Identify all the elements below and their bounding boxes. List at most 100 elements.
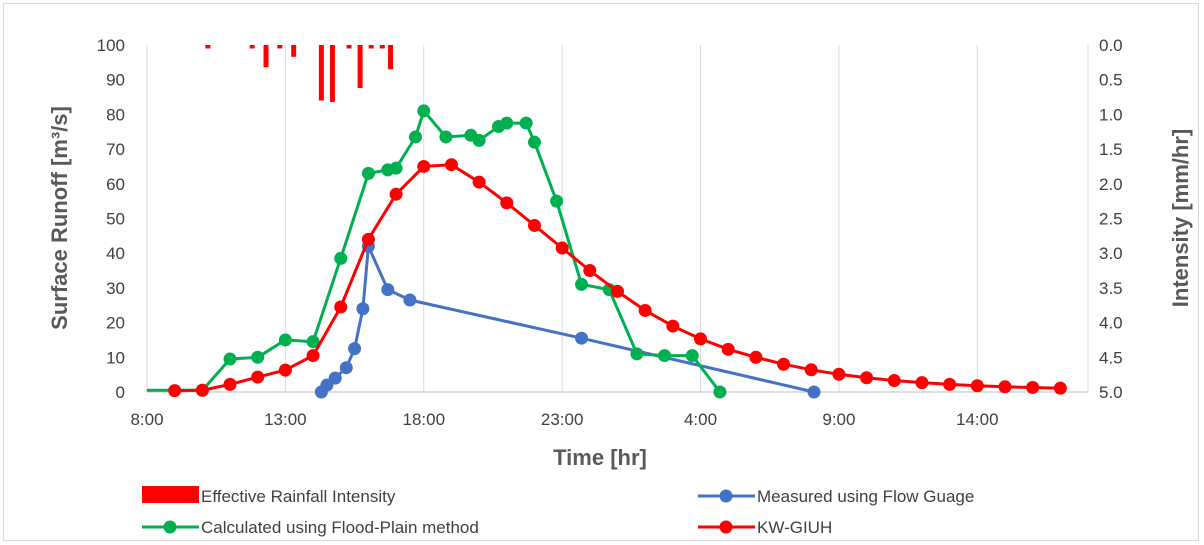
- rainfall-bar: [205, 45, 211, 49]
- data-point-kw: [278, 363, 292, 377]
- chart-frame: [3, 3, 1199, 541]
- data-point-flood: [306, 335, 320, 349]
- data-point-kw: [251, 370, 265, 384]
- y2-tick-label: 0.0: [1099, 36, 1123, 55]
- data-point-kw: [500, 196, 514, 210]
- y-tick-label: 0: [116, 383, 125, 402]
- y2-tick-label: 4.5: [1099, 348, 1123, 367]
- data-point-flood: [417, 104, 431, 118]
- y-tick-label: 60: [106, 175, 125, 194]
- data-point-flood: [550, 194, 564, 208]
- rainfall-bar: [277, 45, 283, 49]
- data-point-kw: [472, 175, 486, 189]
- x-tick-label: 4:00: [684, 410, 717, 429]
- x-tick-label: 8:00: [130, 410, 163, 429]
- y2-tick-label: 4.0: [1099, 314, 1123, 333]
- rainfall-bar: [388, 45, 394, 70]
- data-point-kw: [998, 380, 1012, 394]
- data-point-flood: [472, 133, 486, 147]
- y2-tick-label: 2.0: [1099, 175, 1123, 194]
- data-point-flood: [223, 352, 237, 366]
- y2-tick-label: 1.0: [1099, 105, 1123, 124]
- y2-tick-label: 1.5: [1099, 140, 1123, 159]
- legend-marker-kw: [719, 520, 733, 534]
- data-point-kw: [1026, 380, 1040, 394]
- data-point-flood: [658, 349, 672, 363]
- y-tick-label: 70: [106, 140, 125, 159]
- x-tick-label: 14:00: [956, 410, 999, 429]
- y2-tick-label: 5.0: [1099, 383, 1123, 402]
- rainfall-bar: [346, 45, 352, 49]
- data-point-flood: [408, 130, 422, 144]
- y-tick-label: 100: [97, 36, 125, 55]
- y-axis-label: Surface Runoff [m³/s]: [47, 106, 72, 330]
- data-point-kw: [721, 342, 735, 356]
- data-point-flood: [685, 349, 699, 363]
- data-point-kw: [444, 158, 458, 172]
- x-tick-label: 9:00: [822, 410, 855, 429]
- x-tick-label: 13:00: [264, 410, 307, 429]
- rainfall-bar: [318, 45, 324, 101]
- data-point-measured: [356, 302, 370, 316]
- data-point-kw: [361, 232, 375, 246]
- legend: Effective Rainfall Intensity Measured usi…: [142, 486, 974, 537]
- data-point-kw: [389, 187, 403, 201]
- data-point-flood: [527, 135, 541, 149]
- data-point-kw: [306, 349, 320, 363]
- data-point-kw: [777, 357, 791, 371]
- data-point-measured: [807, 385, 821, 399]
- data-point-flood: [575, 277, 589, 291]
- data-point-measured: [381, 283, 395, 297]
- data-point-flood: [630, 347, 644, 361]
- rainfall-bar: [249, 45, 255, 49]
- data-point-kw: [915, 376, 929, 390]
- y-tick-label: 40: [106, 244, 125, 263]
- series-lines: [147, 104, 1067, 399]
- y-tick-label: 80: [106, 105, 125, 124]
- data-point-kw: [417, 159, 431, 173]
- data-point-kw: [943, 377, 957, 391]
- legend-marker-measured: [719, 489, 733, 503]
- y-tick-label: 90: [106, 71, 125, 90]
- data-point-flood: [713, 385, 727, 399]
- y2-tick-label: 3.5: [1099, 279, 1123, 298]
- data-point-flood: [519, 116, 533, 130]
- rainfall-bars: [205, 45, 394, 102]
- x-tick-label: 23:00: [541, 410, 584, 429]
- data-point-kw: [832, 367, 846, 381]
- data-point-measured: [328, 371, 342, 385]
- rainfall-bar: [291, 45, 297, 57]
- data-point-kw: [804, 363, 818, 377]
- data-point-kw: [555, 241, 569, 255]
- data-point-measured: [403, 293, 417, 307]
- y2-axis-label: Intensity [mm/hr]: [1168, 129, 1193, 307]
- y-tick-label: 30: [106, 279, 125, 298]
- data-point-flood: [334, 251, 348, 265]
- data-point-measured: [339, 361, 353, 375]
- data-point-flood: [500, 116, 514, 130]
- data-point-flood: [278, 333, 292, 347]
- legend-label-flood: Calculated using Flood-Plain method: [201, 518, 479, 537]
- legend-label-rain: Effective Rainfall Intensity: [201, 487, 396, 506]
- data-point-kw: [694, 332, 708, 346]
- data-point-flood: [389, 161, 403, 175]
- legend-swatch-rain: [142, 486, 199, 503]
- y2-tick-label: 2.5: [1099, 210, 1123, 229]
- data-point-kw: [334, 300, 348, 314]
- data-point-kw: [749, 350, 763, 364]
- legend-label-measured: Measured using Flow Guage: [757, 487, 974, 506]
- data-point-kw: [1053, 381, 1067, 395]
- data-point-kw: [970, 379, 984, 393]
- legend-label-kw: KW-GIUH: [757, 518, 832, 537]
- data-point-kw: [666, 319, 680, 333]
- data-point-kw: [168, 384, 182, 398]
- rainfall-bar: [357, 45, 363, 89]
- data-point-kw: [887, 374, 901, 388]
- rainfall-bar: [379, 45, 385, 49]
- x-axis-label: Time [hr]: [553, 445, 647, 470]
- data-point-kw: [527, 218, 541, 232]
- data-point-kw: [195, 383, 209, 397]
- y-tick-label: 50: [106, 210, 125, 229]
- y-tick-label: 20: [106, 314, 125, 333]
- legend-marker-flood: [163, 520, 177, 534]
